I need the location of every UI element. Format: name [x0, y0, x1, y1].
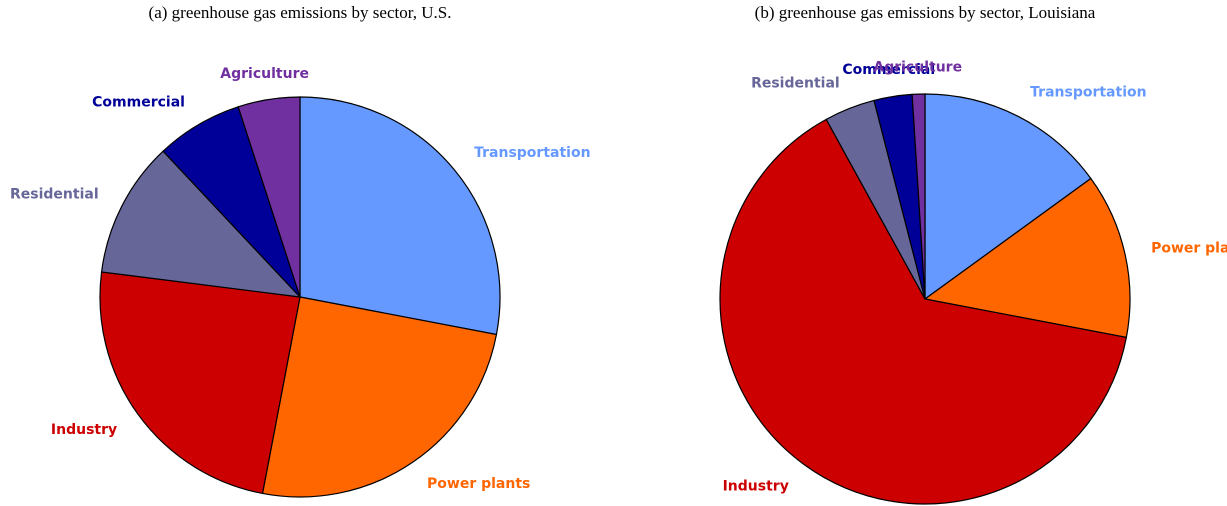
pie-slice: [237, 96, 301, 298]
pie-slice: [299, 96, 501, 336]
slice-label: Residential: [10, 186, 99, 202]
chart-title: (b) greenhouse gas emissions by sector, …: [755, 3, 1096, 22]
pie-slice: [99, 271, 301, 495]
slice-label: Commercial: [842, 62, 935, 78]
chart-title: (a) greenhouse gas emissions by sector, …: [149, 3, 452, 22]
pie-slice: [911, 93, 926, 300]
slice-label: Power plants: [1151, 240, 1227, 256]
slice-label: Transportation: [1030, 85, 1146, 101]
slice-label: Agriculture: [220, 66, 309, 82]
pie-slice: [719, 118, 1128, 505]
pie-slice: [924, 93, 1092, 301]
slice-label: Power plants: [427, 476, 530, 492]
slice-label: Commercial: [92, 94, 185, 110]
slice-label: Industry: [723, 478, 789, 494]
pie-slice: [923, 177, 1131, 339]
slice-label: Residential: [751, 76, 840, 92]
slice-label: Agriculture: [873, 59, 962, 75]
pie-slice: [261, 296, 498, 498]
pie-slice: [100, 150, 302, 298]
slice-label: Industry: [51, 422, 117, 438]
slice-label: Transportation: [474, 145, 590, 161]
